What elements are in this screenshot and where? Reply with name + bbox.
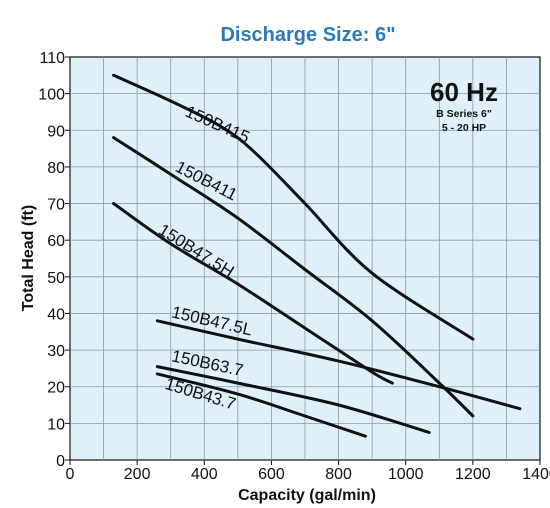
y-tick-label: 40 [47, 306, 65, 323]
curve-150B415 [112, 73, 475, 341]
x-tick-label: 600 [258, 466, 285, 483]
curve-150B63.7 [155, 365, 431, 434]
y-tick-label: 80 [47, 160, 65, 177]
y-tick-label: 20 [47, 380, 65, 397]
curve-150B411 [112, 136, 475, 418]
y-tick-label: 30 [47, 343, 65, 360]
curves [112, 73, 522, 438]
y-tick-label: 60 [47, 233, 65, 250]
x-tick-label: 1200 [455, 466, 491, 483]
legend-series: B Series 6" [436, 108, 492, 120]
x-tick-label: 400 [191, 466, 218, 483]
y-tick-label: 70 [47, 197, 65, 214]
x-tick-label: 1000 [388, 466, 424, 483]
y-tick-label: 50 [47, 270, 65, 287]
y-tick-label: 90 [47, 123, 65, 140]
y-tick-label: 10 [47, 416, 65, 433]
y-axis-label: Total Head (ft) [20, 205, 37, 311]
x-axis-label: Capacity (gal/min) [238, 487, 376, 504]
grid [70, 57, 540, 460]
curve-150B47.5L [155, 319, 522, 411]
legend-hp: 5 - 20 HP [442, 122, 486, 134]
y-tick-label: 100 [38, 87, 65, 104]
y-tick-label: 0 [56, 453, 65, 470]
y-tick-label: 110 [39, 50, 65, 67]
legend-box: 60 Hz B Series 6" 5 - 20 HP [430, 77, 498, 134]
y-ticks: 0 10 20 30 40 50 60 70 80 90 100 110 [38, 50, 70, 470]
curve-150B47.5H [112, 202, 394, 385]
curve-150B43.7 [155, 372, 367, 438]
x-tick-label: 200 [124, 466, 151, 483]
x-tick-label: 800 [325, 466, 352, 483]
x-tick-label: 0 [66, 466, 75, 483]
chart-title: Discharge Size: 6" [220, 24, 395, 46]
legend-hz: 60 Hz [430, 77, 498, 107]
